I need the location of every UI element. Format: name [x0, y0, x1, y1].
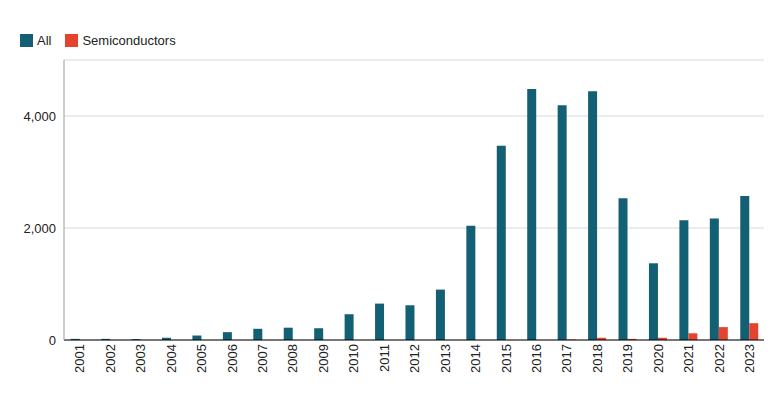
svg-text:2010: 2010 [346, 344, 361, 373]
svg-text:2022: 2022 [712, 344, 727, 373]
svg-text:2001: 2001 [72, 344, 87, 373]
svg-text:2011: 2011 [377, 344, 392, 372]
svg-text:2008: 2008 [285, 344, 300, 373]
html-text:All: All [37, 32, 52, 48]
svg-text:2014: 2014 [468, 344, 483, 373]
svg-text:2012: 2012 [407, 344, 422, 373]
svg-text:2005: 2005 [194, 344, 209, 373]
html-text:Semiconductors: Semiconductors [82, 32, 176, 48]
svg-text:2021: 2021 [681, 344, 696, 373]
svg-text:2016: 2016 [529, 344, 544, 373]
svg-text:2017: 2017 [559, 344, 574, 373]
svg-text:2019: 2019 [620, 344, 635, 373]
svg-text:2004: 2004 [164, 344, 179, 373]
svg-text:2023: 2023 [742, 344, 757, 373]
svg-text:2009: 2009 [316, 344, 331, 373]
svg-text:0: 0 [49, 333, 56, 348]
svg-text:2015: 2015 [499, 344, 514, 373]
svg-text:2013: 2013 [438, 344, 453, 373]
svg-text:2003: 2003 [133, 344, 148, 373]
svg-text:4,000: 4,000 [23, 109, 56, 124]
svg-text:2007: 2007 [255, 344, 270, 373]
svg-text:2002: 2002 [103, 344, 118, 373]
svg-text:2020: 2020 [651, 344, 666, 373]
svg-text:2006: 2006 [225, 344, 240, 373]
svg-text:2,000: 2,000 [23, 221, 56, 236]
svg-text:2018: 2018 [590, 344, 605, 373]
